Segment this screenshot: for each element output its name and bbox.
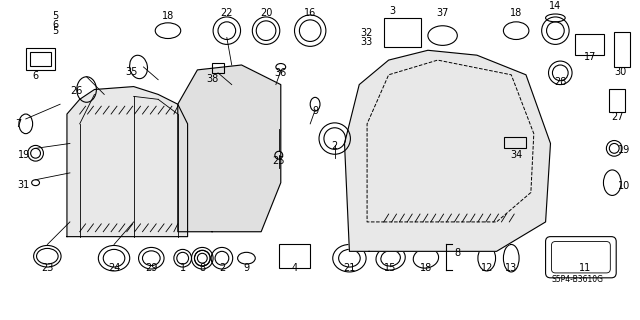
Text: 21: 21	[343, 263, 356, 273]
Bar	[609, 89, 625, 112]
Text: 35: 35	[125, 67, 138, 77]
Text: S5P4-B3610G: S5P4-B3610G	[552, 275, 604, 284]
Text: 6: 6	[33, 71, 38, 81]
Text: 8: 8	[199, 263, 205, 273]
Text: 12: 12	[481, 263, 493, 273]
Bar	[29, 52, 51, 66]
Text: 18: 18	[162, 11, 174, 21]
Bar	[384, 18, 421, 47]
Text: 7: 7	[15, 119, 21, 129]
Text: 22: 22	[221, 8, 233, 18]
Text: 18: 18	[510, 8, 522, 18]
Bar	[212, 63, 224, 73]
Text: 5: 5	[52, 11, 58, 21]
Bar	[614, 32, 630, 67]
Text: 13: 13	[505, 263, 517, 273]
Text: 37: 37	[436, 8, 449, 18]
Text: 19: 19	[18, 150, 30, 160]
Bar	[279, 244, 310, 268]
Text: 4: 4	[291, 263, 298, 273]
Text: 33: 33	[360, 37, 372, 47]
Polygon shape	[344, 50, 550, 251]
Text: 16: 16	[304, 8, 316, 18]
Text: 30: 30	[614, 67, 627, 77]
Text: 36: 36	[275, 68, 287, 78]
Text: 24: 24	[108, 263, 120, 273]
Text: 34: 34	[510, 150, 522, 160]
Text: 1: 1	[180, 263, 186, 273]
Polygon shape	[178, 65, 281, 232]
Text: 23: 23	[41, 263, 54, 273]
Bar	[26, 48, 55, 70]
Text: 20: 20	[260, 8, 272, 18]
Text: 14: 14	[549, 1, 561, 11]
Text: 6: 6	[52, 20, 58, 30]
Text: 2: 2	[219, 263, 225, 273]
Text: 32: 32	[360, 28, 372, 37]
Text: 8: 8	[454, 248, 460, 258]
Text: 38: 38	[206, 74, 218, 84]
Text: 19: 19	[618, 145, 630, 155]
Text: 27: 27	[611, 112, 623, 122]
Bar	[504, 137, 526, 148]
Text: 3: 3	[390, 6, 396, 16]
Text: 5: 5	[52, 26, 58, 36]
Bar	[575, 34, 604, 55]
Text: 15: 15	[385, 263, 397, 273]
Text: 31: 31	[18, 180, 30, 189]
Text: 11: 11	[579, 263, 591, 273]
Text: 18: 18	[420, 263, 432, 273]
Text: 26: 26	[70, 86, 83, 96]
Text: 9: 9	[243, 263, 250, 273]
Text: 2: 2	[332, 141, 338, 151]
Text: 28: 28	[554, 76, 566, 87]
Text: 29: 29	[145, 263, 157, 273]
Text: 10: 10	[618, 180, 630, 190]
Text: 9: 9	[312, 106, 318, 116]
Text: 17: 17	[584, 52, 596, 62]
Polygon shape	[67, 87, 188, 236]
Text: 25: 25	[273, 156, 285, 166]
